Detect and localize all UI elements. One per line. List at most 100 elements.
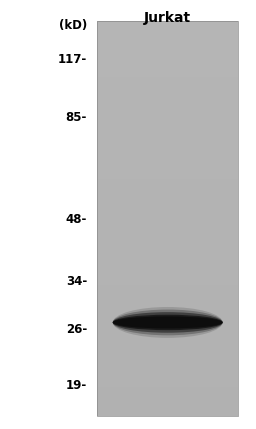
Bar [97,347,238,350]
Bar [97,31,238,35]
Bar [97,209,238,212]
Bar [97,100,238,104]
Bar [97,288,238,291]
Bar [97,235,238,239]
Bar [97,370,238,373]
Bar [97,193,238,196]
Bar [97,334,238,337]
Bar [97,314,238,317]
Bar [97,25,238,28]
Bar [97,291,238,294]
Bar [97,304,238,308]
Bar [97,110,238,114]
Bar [97,248,238,252]
Bar [97,350,238,353]
Bar [97,275,238,278]
Bar [97,308,238,311]
Bar [97,324,238,327]
Bar [97,153,238,156]
Bar [97,21,238,25]
Bar [97,205,238,209]
Bar [97,166,238,169]
Bar [97,393,238,396]
Bar [97,321,238,324]
Ellipse shape [113,310,223,335]
Bar [97,344,238,347]
Bar [97,403,238,406]
Ellipse shape [113,312,223,333]
Bar [97,410,238,413]
Bar [97,301,238,304]
Bar [97,160,238,163]
Bar [97,202,238,205]
Text: 34-: 34- [66,275,87,288]
Bar [97,242,238,245]
Bar [97,327,238,331]
Bar [97,21,238,416]
Bar [97,377,238,380]
Bar [97,87,238,91]
Bar [97,124,238,127]
Bar [97,57,238,61]
Bar [97,74,238,77]
Bar [97,239,238,242]
Bar [97,84,238,87]
Bar [97,219,238,222]
Bar [97,390,238,393]
Text: 19-: 19- [66,379,87,392]
Bar [97,48,238,51]
Bar [97,54,238,57]
Bar [97,176,238,179]
Bar [97,189,238,193]
Bar [97,45,238,48]
Bar [97,337,238,341]
Bar [97,183,238,186]
Text: 85-: 85- [66,111,87,124]
Bar [97,281,238,284]
Bar [97,258,238,262]
Bar [97,120,238,124]
Bar [97,133,238,136]
Bar [97,245,238,248]
Bar [97,252,238,255]
Bar [97,117,238,120]
Bar [97,77,238,81]
Bar [97,146,238,150]
Bar [97,28,238,31]
Ellipse shape [113,317,223,329]
Bar [97,173,238,176]
Bar [97,262,238,265]
Bar [97,357,238,360]
Bar [97,413,238,416]
Bar [97,71,238,74]
Bar [97,360,238,363]
Bar [97,284,238,288]
Bar [97,331,238,334]
Ellipse shape [113,307,223,338]
Ellipse shape [113,315,223,330]
Bar [97,41,238,45]
Bar [97,38,238,41]
Bar [97,64,238,67]
Bar [97,311,238,314]
Bar [97,81,238,84]
Bar [97,67,238,71]
Bar [97,179,238,183]
Bar [97,127,238,130]
Bar [97,396,238,400]
Text: 117-: 117- [58,53,87,66]
Text: 26-: 26- [66,323,87,336]
Bar [97,107,238,110]
Bar [97,255,238,258]
Bar [97,199,238,202]
Bar [97,278,238,281]
Bar [97,212,238,215]
Bar [97,380,238,383]
Bar [97,114,238,117]
Bar [97,232,238,235]
Bar [97,94,238,97]
Bar [97,143,238,146]
Bar [97,225,238,229]
Bar [97,367,238,370]
Bar [97,222,238,225]
